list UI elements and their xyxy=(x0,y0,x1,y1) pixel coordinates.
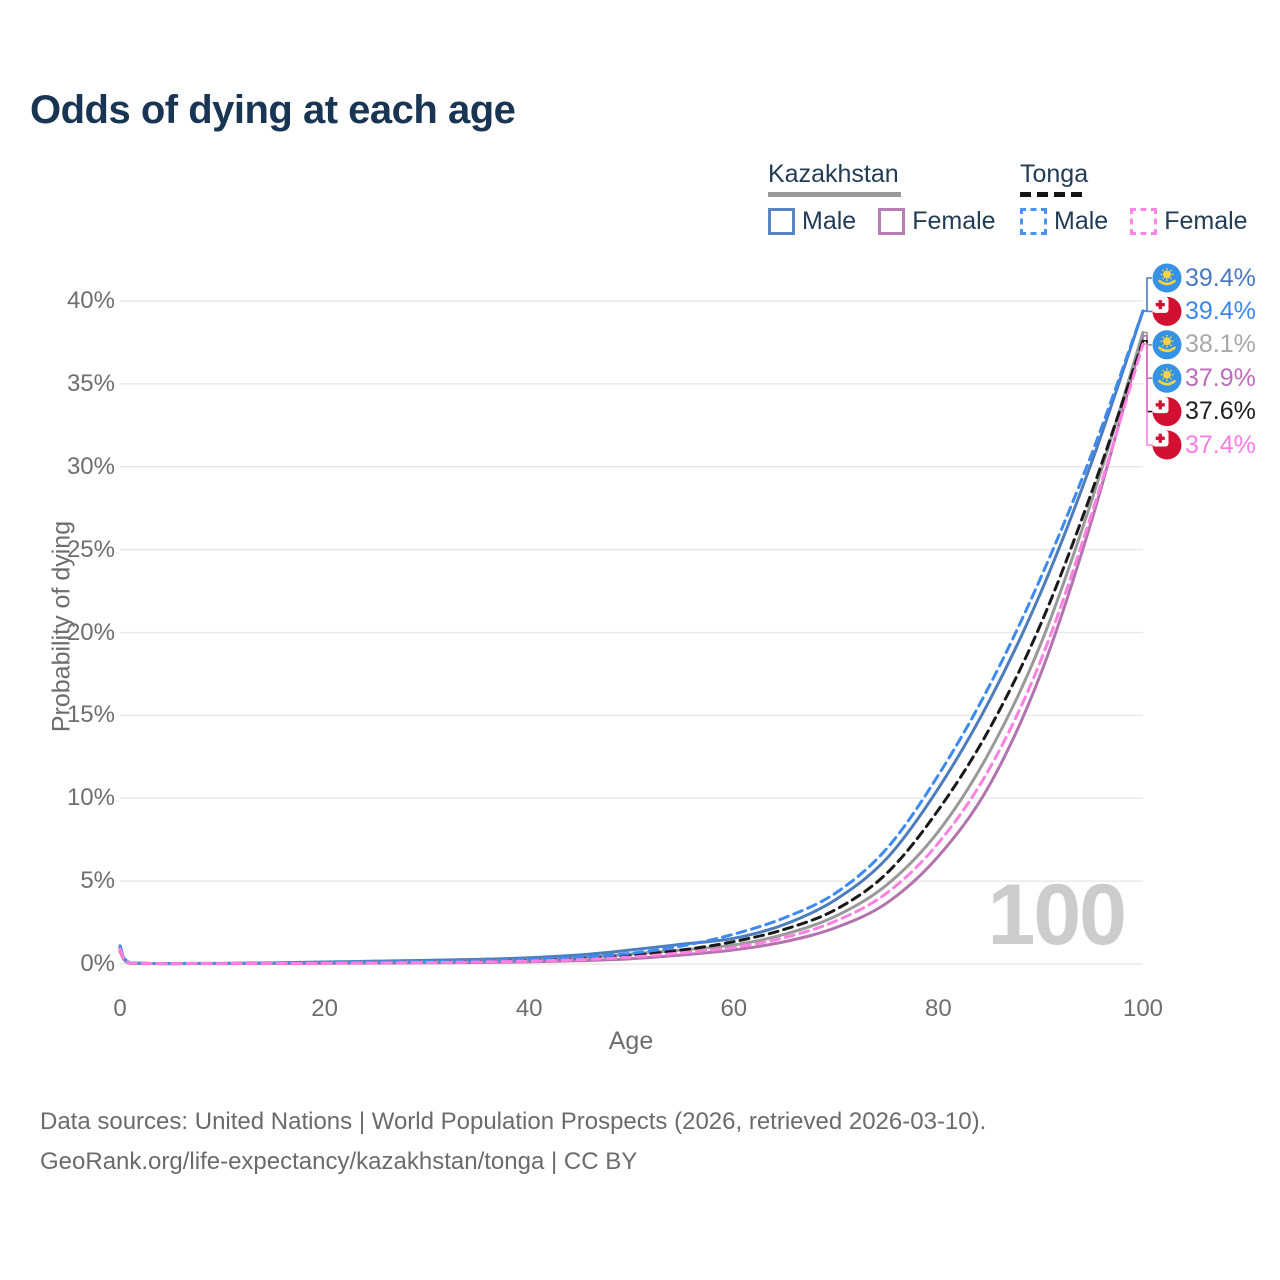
x-tick-label: 0 xyxy=(113,995,127,1022)
page-title: Odds of dying at each age xyxy=(30,88,516,132)
tonga-flag-icon xyxy=(1152,430,1182,460)
x-tick-label: 80 xyxy=(925,995,952,1022)
y-tick-label: 10% xyxy=(66,784,115,812)
y-tick-label: 0% xyxy=(80,950,115,977)
y-tick-label: 40% xyxy=(66,287,115,314)
end-label-value: 39.4% xyxy=(1185,296,1256,325)
legend-line-sample-kazakhstan xyxy=(768,192,901,197)
kazakhstan-flag-icon xyxy=(1152,363,1182,393)
x-tick-label: 20 xyxy=(311,995,338,1022)
x-tick-label: 100 xyxy=(1122,995,1164,1022)
footer-source-line: Data sources: United Nations | World Pop… xyxy=(40,1108,987,1135)
end-label-value: 37.6% xyxy=(1185,397,1256,426)
age-watermark: 100 xyxy=(987,867,1128,963)
y-tick-label: 35% xyxy=(66,369,115,397)
tonga-flag-icon xyxy=(1152,296,1182,326)
y-tick-label: 20% xyxy=(66,618,115,646)
y-tick-label: 5% xyxy=(80,867,115,895)
legend-group-tonga: Tonga Male Female xyxy=(1020,160,1248,236)
legend-line-sample-tonga xyxy=(1020,192,1086,197)
kazakhstan-female-swatch-icon xyxy=(878,208,906,235)
legend-country-kazakhstan[interactable]: Kazakhstan xyxy=(768,160,899,188)
x-tick-label: 60 xyxy=(720,995,748,1022)
legend-item-label: Female xyxy=(1164,207,1248,235)
tonga-male-swatch-icon xyxy=(1020,208,1047,235)
legend-item-label: Male xyxy=(802,207,857,235)
end-label-value: 39.4% xyxy=(1185,263,1256,292)
tonga-flag-icon xyxy=(1152,397,1182,427)
end-label-row-tonga_both: 37.6% xyxy=(1185,396,1256,428)
x-axis-title: Age xyxy=(608,1027,654,1055)
end-label-value: 37.9% xyxy=(1185,363,1256,392)
y-tick-label: 30% xyxy=(66,452,115,480)
kazakhstan-male-swatch-icon xyxy=(768,208,795,235)
end-label-row-kz_female: 37.9% xyxy=(1185,362,1256,394)
legend-item-label: Male xyxy=(1054,207,1109,235)
y-tick-label: 25% xyxy=(66,535,115,563)
end-label-value: 38.1% xyxy=(1185,330,1256,359)
label-connector xyxy=(1143,277,1152,312)
legend-item-kazakhstan-male[interactable]: Male xyxy=(768,207,856,236)
kazakhstan-flag-icon xyxy=(1152,263,1182,293)
legend-group-kazakhstan: Kazakhstan Male Female xyxy=(768,160,996,236)
label-connector xyxy=(1143,343,1152,446)
footer-link-line: GeoRank.org/life-expectancy/kazakhstan/t… xyxy=(40,1148,638,1175)
legend-item-kazakhstan-female[interactable]: Female xyxy=(878,207,996,236)
x-tick-label: 40 xyxy=(515,995,543,1022)
kazakhstan-flag-icon xyxy=(1152,330,1182,360)
end-label-row-kz_male: 39.4% xyxy=(1185,262,1256,294)
y-tick-label: 15% xyxy=(66,701,115,729)
end-label-row-kz_both: 38.1% xyxy=(1185,329,1256,361)
end-label-value: 37.4% xyxy=(1185,430,1256,459)
legend-item-tonga-female[interactable]: Female xyxy=(1130,207,1248,236)
legend-country-tonga[interactable]: Tonga xyxy=(1020,160,1089,188)
tonga-female-swatch-icon xyxy=(1130,208,1158,235)
legend-item-tonga-male[interactable]: Male xyxy=(1020,207,1108,236)
end-label-row-tonga_male: 39.4% xyxy=(1185,295,1256,327)
legend-item-label: Female xyxy=(912,207,996,235)
end-label-row-tonga_female: 37.4% xyxy=(1185,429,1256,461)
series-line-tonga_female[interactable] xyxy=(118,342,1145,966)
